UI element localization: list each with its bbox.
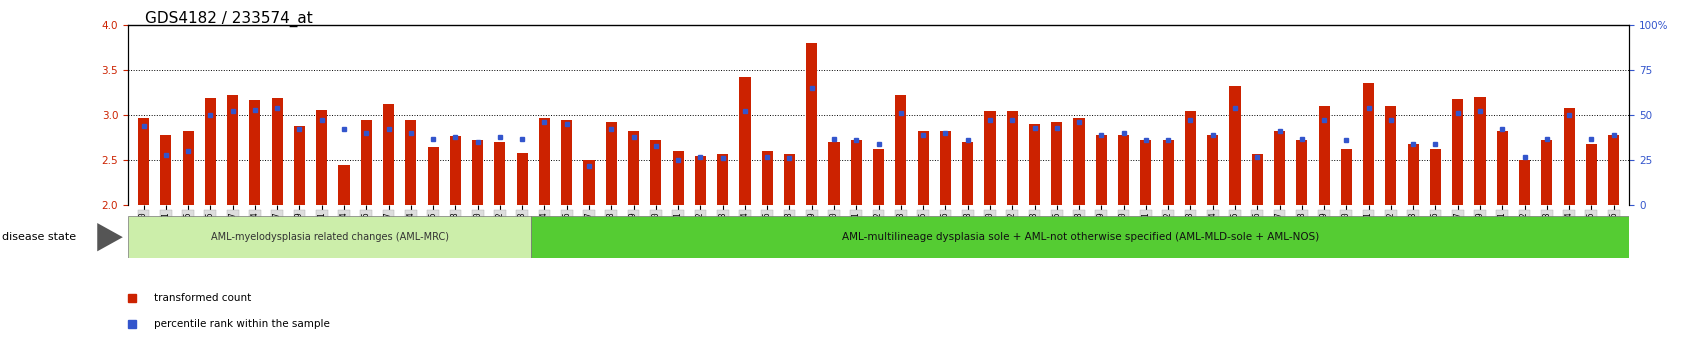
Bar [128,216,530,258]
Bar [1562,108,1574,205]
Bar [1251,154,1262,205]
Bar [939,131,950,205]
Bar [1207,135,1217,205]
Bar [205,98,217,205]
Bar [1517,160,1529,205]
Bar [530,216,1628,258]
Bar [1028,124,1040,205]
Bar [1362,84,1374,205]
Bar [605,122,617,205]
Bar [406,120,416,205]
Bar [716,154,728,205]
Bar [1451,99,1463,205]
Bar [895,95,905,205]
Text: disease state: disease state [2,232,75,242]
Bar [360,120,372,205]
Bar [694,156,706,205]
Bar [760,151,772,205]
Text: AML-multilineage dysplasia sole + AML-not otherwise specified (AML-MLD-sole + AM: AML-multilineage dysplasia sole + AML-no… [841,232,1318,242]
Bar [293,126,305,205]
Bar [583,160,595,205]
Bar [450,136,460,205]
Bar [1540,140,1552,205]
Bar [1185,110,1195,205]
Bar [1161,140,1173,205]
Bar [539,118,549,205]
Bar [738,77,750,205]
Bar [917,131,928,205]
Bar [806,43,817,205]
Bar [627,131,639,205]
Bar [517,153,527,205]
Bar [1473,97,1485,205]
Bar [428,147,438,205]
Bar [1139,140,1151,205]
Bar [561,120,571,205]
Bar [138,118,148,205]
Bar [1495,131,1507,205]
Bar [160,135,171,205]
Bar [1050,122,1062,205]
Bar [851,140,861,205]
Text: percentile rank within the sample: percentile rank within the sample [153,319,329,329]
Bar [1072,118,1084,205]
Bar [1407,144,1419,205]
Text: transformed count: transformed count [153,293,251,303]
Bar [472,140,483,205]
Bar [1006,110,1018,205]
Bar [1340,149,1350,205]
Bar [382,104,394,205]
Bar [1274,131,1284,205]
Bar [650,140,662,205]
Bar [1608,135,1618,205]
Bar [338,165,350,205]
Bar [962,142,972,205]
Bar [182,131,194,205]
Bar [1586,144,1596,205]
Text: GDS4182 / 233574_at: GDS4182 / 233574_at [145,11,312,27]
Bar [1318,106,1328,205]
Bar [873,149,883,205]
Text: AML-myelodysplasia related changes (AML-MRC): AML-myelodysplasia related changes (AML-… [210,232,448,242]
Bar [494,142,505,205]
Bar [1384,106,1396,205]
Polygon shape [97,223,123,251]
Bar [1429,149,1441,205]
Bar [315,110,327,205]
Bar [984,110,996,205]
Bar [784,154,795,205]
Bar [1095,135,1107,205]
Bar [227,95,239,205]
Bar [672,151,684,205]
Bar [271,98,283,205]
Bar [1296,140,1306,205]
Bar [829,142,839,205]
Bar [1229,86,1240,205]
Bar [1117,135,1129,205]
Bar [249,100,261,205]
